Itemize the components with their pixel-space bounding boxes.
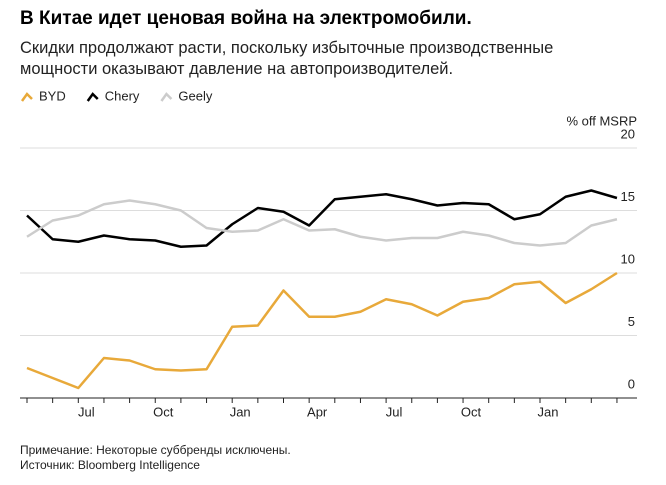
x-tick-label: Jul xyxy=(78,404,95,419)
legend-marker xyxy=(86,92,99,102)
legend-label: Chery xyxy=(105,88,140,103)
chart: % off MSRP 0 5 10 15 20 Jul Oct Jan Apr Jul Oct Jan… xyxy=(20,88,637,419)
x-tick-label: Jan xyxy=(230,404,251,419)
series-line xyxy=(26,199,618,247)
y-tick-label: 5 xyxy=(628,314,635,329)
x-tick-label: Oct xyxy=(153,404,174,419)
legend-marker xyxy=(20,92,33,102)
y-tick-label: 20 xyxy=(621,126,635,141)
note: Источник: Bloomberg Intelligence xyxy=(20,458,200,472)
y-tick-label: 10 xyxy=(621,251,635,266)
series-line xyxy=(26,271,618,390)
series-line xyxy=(26,189,618,248)
legend-label: BYD xyxy=(39,88,66,103)
x-tick-label: Jul xyxy=(386,404,403,419)
legend-marker xyxy=(160,92,173,102)
y-tick-label: 0 xyxy=(628,376,635,391)
y-axis-label: % off MSRP xyxy=(566,113,637,128)
note: Примечание: Некоторые суббренды исключен… xyxy=(20,443,291,457)
chart-title: В Китае идет ценовая война на электромоб… xyxy=(20,8,472,29)
legend-label: Geely xyxy=(178,88,212,103)
x-tick-label: Jan xyxy=(538,404,559,419)
y-tick-label: 15 xyxy=(621,189,635,204)
x-tick-label: Apr xyxy=(307,404,328,419)
chart-subtitle: Скидки продолжают расти, поскольку избыт… xyxy=(20,39,554,78)
x-tick-label: Oct xyxy=(461,404,482,419)
